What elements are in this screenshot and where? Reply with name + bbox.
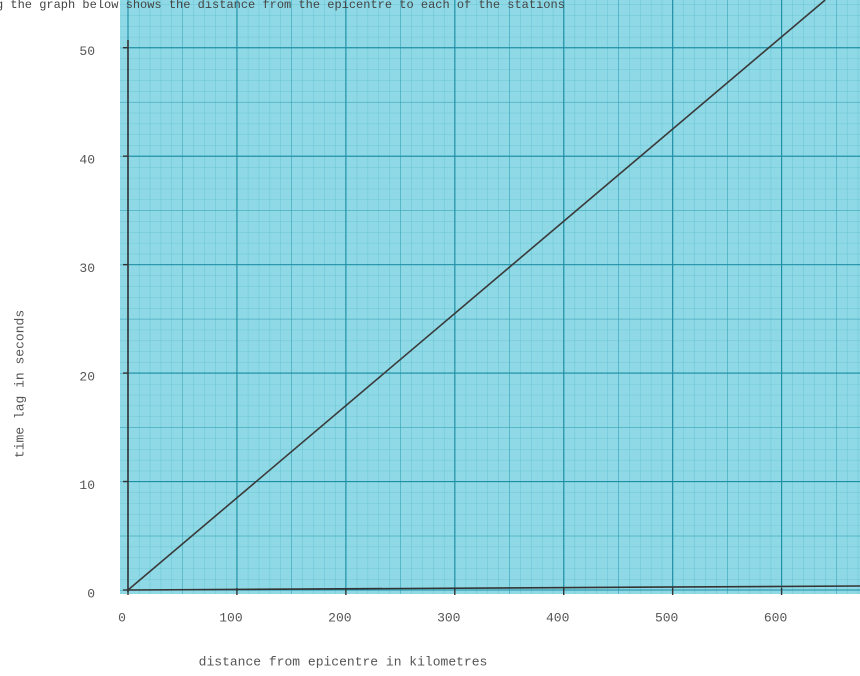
y-tick-label: 50 xyxy=(79,44,95,59)
x-tick-label: 100 xyxy=(219,610,242,625)
y-axis-label: time lag in seconds xyxy=(12,310,27,458)
chart-title: g the graph below shows the distance fro… xyxy=(0,0,565,12)
data-line xyxy=(127,0,826,591)
x-tick-label: 200 xyxy=(328,610,351,625)
y-tick-label: 0 xyxy=(87,586,95,601)
x-axis xyxy=(127,585,860,591)
y-tick-label: 10 xyxy=(79,478,95,493)
x-tick-label: 0 xyxy=(118,610,126,625)
x-tick-label: 500 xyxy=(655,610,678,625)
y-tick-label: 20 xyxy=(79,370,95,385)
y-tick-label: 40 xyxy=(79,153,95,168)
y-tick-label: 30 xyxy=(79,261,95,276)
x-tick-label: 400 xyxy=(546,610,569,625)
x-tick-label: 600 xyxy=(764,610,787,625)
major-grid xyxy=(120,0,860,594)
x-tick-label: 300 xyxy=(437,610,460,625)
x-axis-label: distance from epicentre in kilometres xyxy=(199,654,488,669)
